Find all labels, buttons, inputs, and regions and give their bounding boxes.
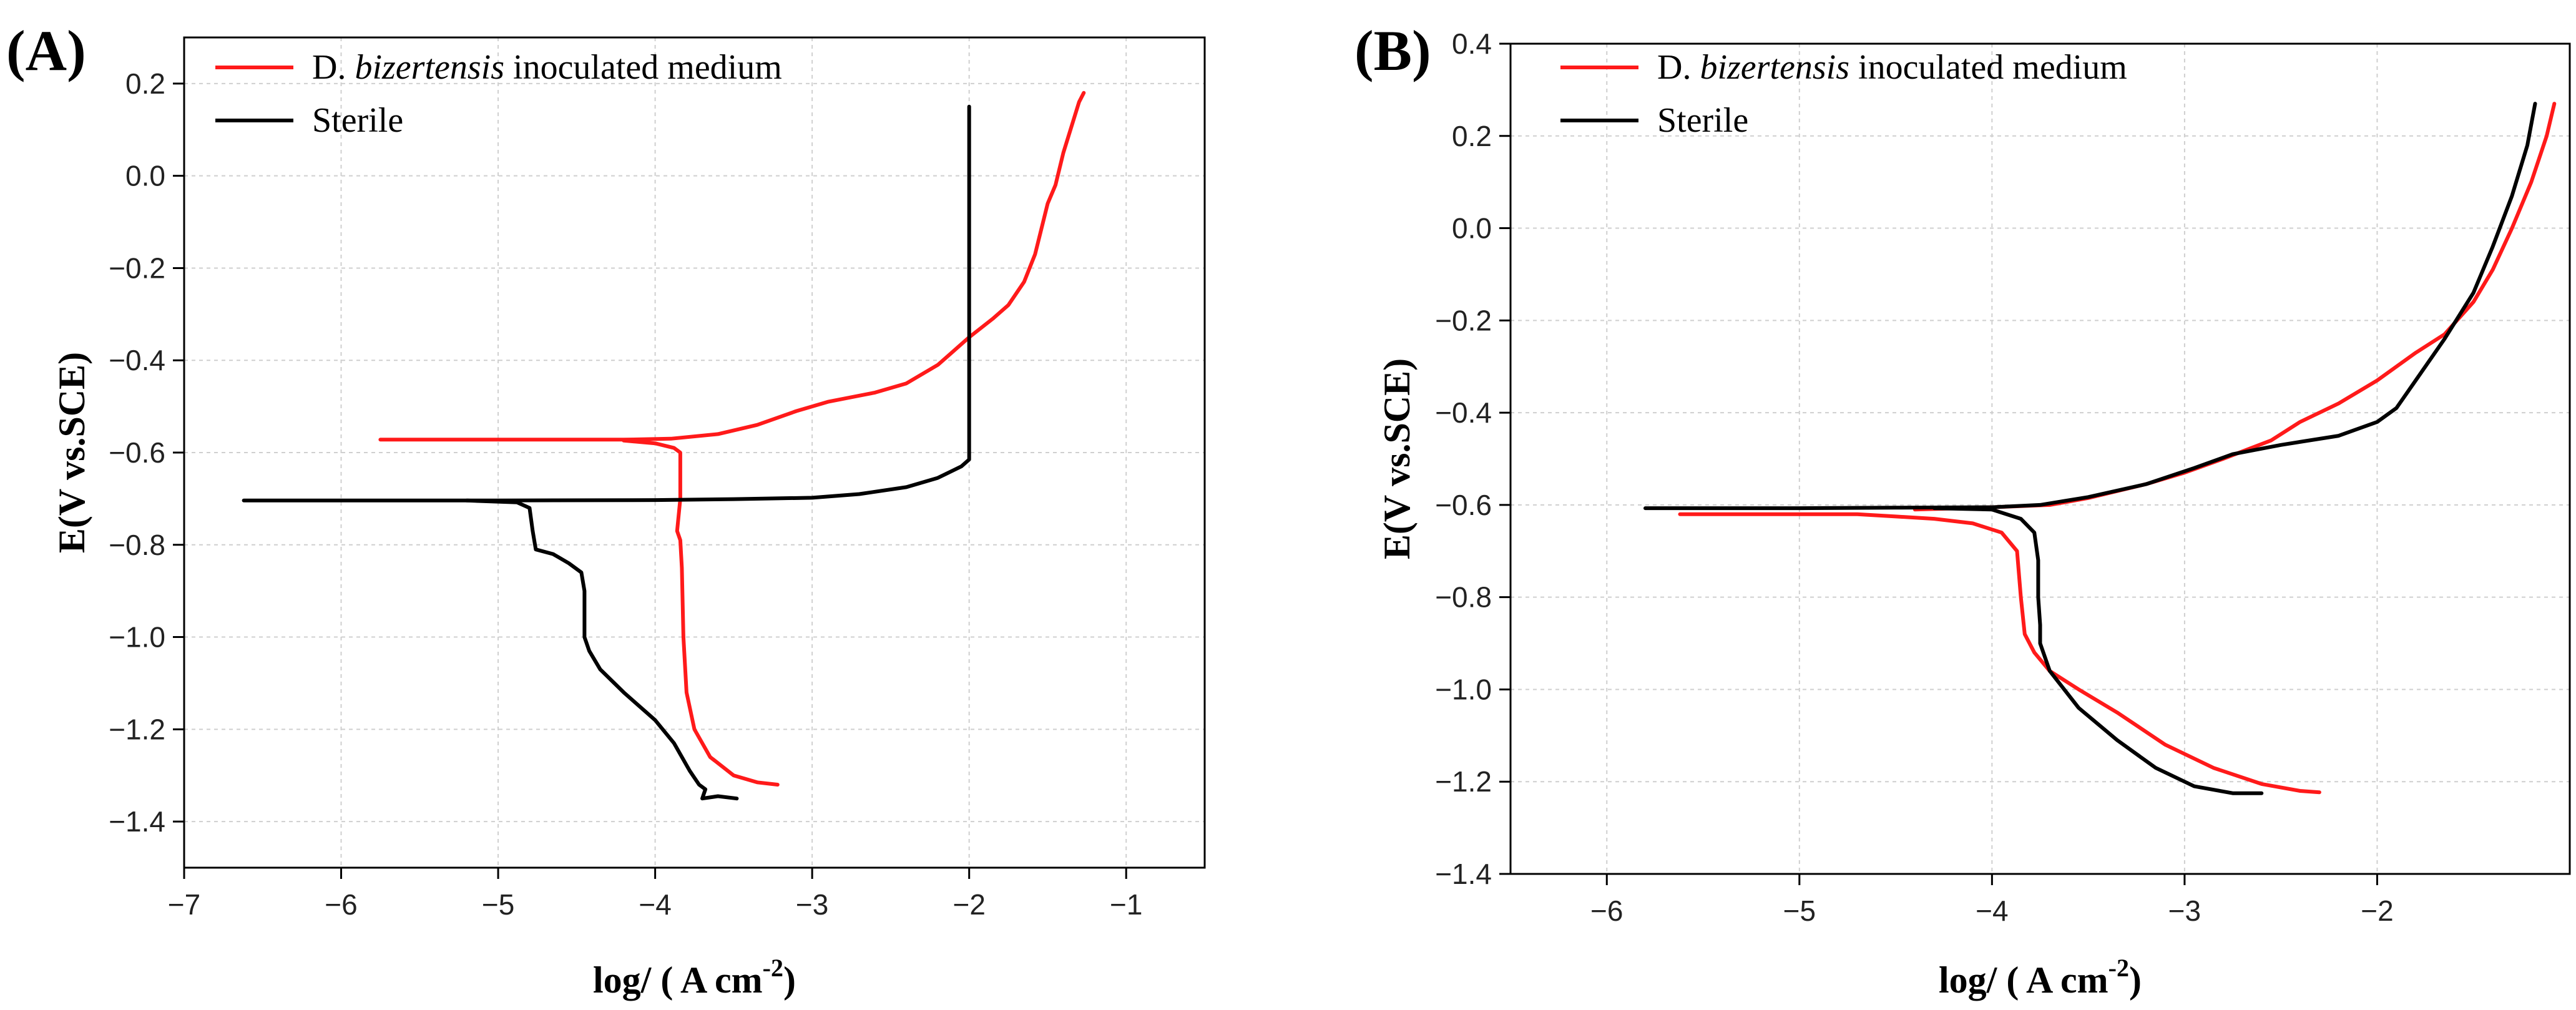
a-y-tick-label-2: −1.0	[109, 621, 165, 654]
b-x-axis-label-sup: -2	[2108, 954, 2129, 982]
b-x-tick-label-3: −3	[2168, 895, 2201, 927]
a-y-tick-label-3: −0.8	[109, 529, 165, 561]
a-x-axis-label: log/ ( A cm-2)	[593, 954, 796, 1001]
b-x-axis-label: log/ ( A cm-2)	[1939, 954, 2142, 1001]
a-x-axis-label-sup: -2	[763, 954, 783, 982]
b-y-tick-label-5: −0.4	[1435, 396, 1492, 429]
b-y-tick-label-7: 0.0	[1452, 212, 1492, 245]
a-legend-label-0: D. bizertensis inoculated medium	[312, 48, 782, 87]
a-x-tick-label-4: −3	[796, 888, 828, 921]
b-y-tick-label-2: −1.0	[1435, 673, 1492, 705]
b-x-axis-label-end: )	[2129, 959, 2142, 1001]
a-y-tick-label-1: −1.2	[109, 713, 165, 745]
a-series-line-0	[378, 91, 1086, 442]
a-x-tick-label-3: −4	[639, 888, 671, 921]
a-y-tick-label-5: −0.4	[109, 344, 165, 376]
b-plot-frame	[1509, 42, 2571, 875]
b-x-tick-label-0: −6	[1590, 895, 1623, 927]
a-x-axis-label-end: )	[783, 959, 796, 1001]
b-legend-label-italic-0: bizertensis	[1700, 48, 1849, 87]
b-x-tick-label-2: −4	[1976, 895, 2008, 927]
a-series-line-3	[464, 498, 739, 801]
b-y-tick-label-4: −0.6	[1435, 489, 1492, 521]
a-series-line-2	[242, 104, 971, 503]
a-y-tick-label-8: 0.2	[125, 67, 165, 100]
b-legend-label-0: D. bizertensis inoculated medium	[1657, 48, 2127, 87]
a-legend-label-1: Sterile	[312, 101, 403, 140]
chart-panel-a: −7 −6 −5 −4 −3 −2 −1 −1.4 −1.2 −1.0 −0.8 −0.6 −0.4 −0…	[6, 19, 1206, 1001]
a-legend-label-italic-0: bizertensis	[355, 48, 504, 87]
a-x-tick-label-6: −1	[1110, 888, 1142, 921]
a-y-axis-label: E(V vs.SCE)	[51, 352, 92, 553]
a-y-tick-label-0: −1.4	[109, 805, 165, 838]
a-x-tick-label-0: −7	[168, 888, 200, 921]
b-y-tick-label-8: 0.2	[1452, 120, 1492, 152]
b-series-line-0	[1678, 512, 2321, 795]
b-y-axis-label: E(V vs.SCE)	[1376, 358, 1418, 559]
b-y-tick-label-3: −0.8	[1435, 581, 1492, 614]
a-series-line-1	[622, 438, 780, 787]
b-x-tick-label-1: −5	[1783, 895, 1816, 927]
a-panel-label: (A)	[6, 19, 86, 82]
b-y-tick-label-0: −1.4	[1435, 858, 1492, 890]
a-y-tick-label-6: −0.2	[109, 252, 165, 284]
a-x-tick-label-1: −6	[325, 888, 357, 921]
b-series-line-2	[1643, 102, 2537, 511]
b-y-tick-label-1: −1.2	[1435, 765, 1492, 798]
b-y-tick-label-6: −0.2	[1435, 304, 1492, 336]
a-x-tick-label-2: −5	[482, 888, 514, 921]
b-y-tick-label-9: 0.4	[1452, 27, 1492, 60]
a-y-tick-label-4: −0.6	[109, 436, 165, 469]
a-x-tick-label-5: −2	[953, 888, 985, 921]
b-x-tick-label-4: −2	[2361, 895, 2393, 927]
chart-panel-b: −6 −5 −4 −3 −2 −1.4 −1.2 −1.0 −0.8 −0.6 −0.4 −0.2 0.…	[1354, 19, 2571, 1001]
b-panel-label: (B)	[1354, 19, 1431, 82]
b-series-line-3	[1932, 506, 2264, 795]
a-y-tick-label-7: 0.0	[125, 160, 165, 192]
b-legend-label-1: Sterile	[1657, 101, 1748, 140]
